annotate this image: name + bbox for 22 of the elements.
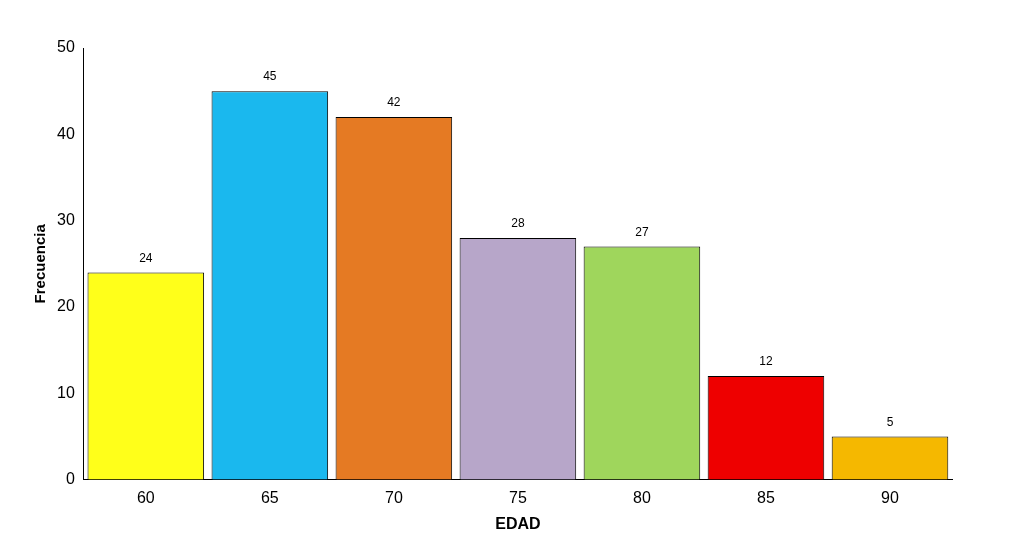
y-tick-label: 30 [57, 211, 75, 229]
y-tick-label: 40 [57, 124, 75, 142]
y-tick-label: 10 [57, 383, 75, 401]
data-label: 42 [387, 95, 401, 110]
data-label: 28 [511, 216, 525, 231]
data-label: 24 [139, 250, 153, 265]
x-tick-label: 90 [881, 488, 899, 506]
x-tick-label: 70 [384, 488, 403, 506]
x-tick-label: 80 [633, 488, 651, 506]
y-tick-label: 20 [57, 297, 75, 315]
x-tick-label: 85 [757, 488, 775, 506]
x-axis-title: EDAD [495, 514, 541, 532]
data-label: 45 [263, 69, 277, 84]
x-tick-label: 65 [260, 488, 279, 506]
y-tick-label: 0 [65, 470, 75, 488]
data-label: 5 [886, 414, 894, 429]
x-tick-label: 75 [509, 488, 527, 506]
data-label: 27 [635, 224, 649, 239]
y-axis-title: Frecuencia [31, 223, 49, 304]
data-label: 12 [759, 354, 773, 369]
y-tick-label: 50 [57, 38, 75, 56]
x-tick-label: 60 [136, 488, 155, 506]
